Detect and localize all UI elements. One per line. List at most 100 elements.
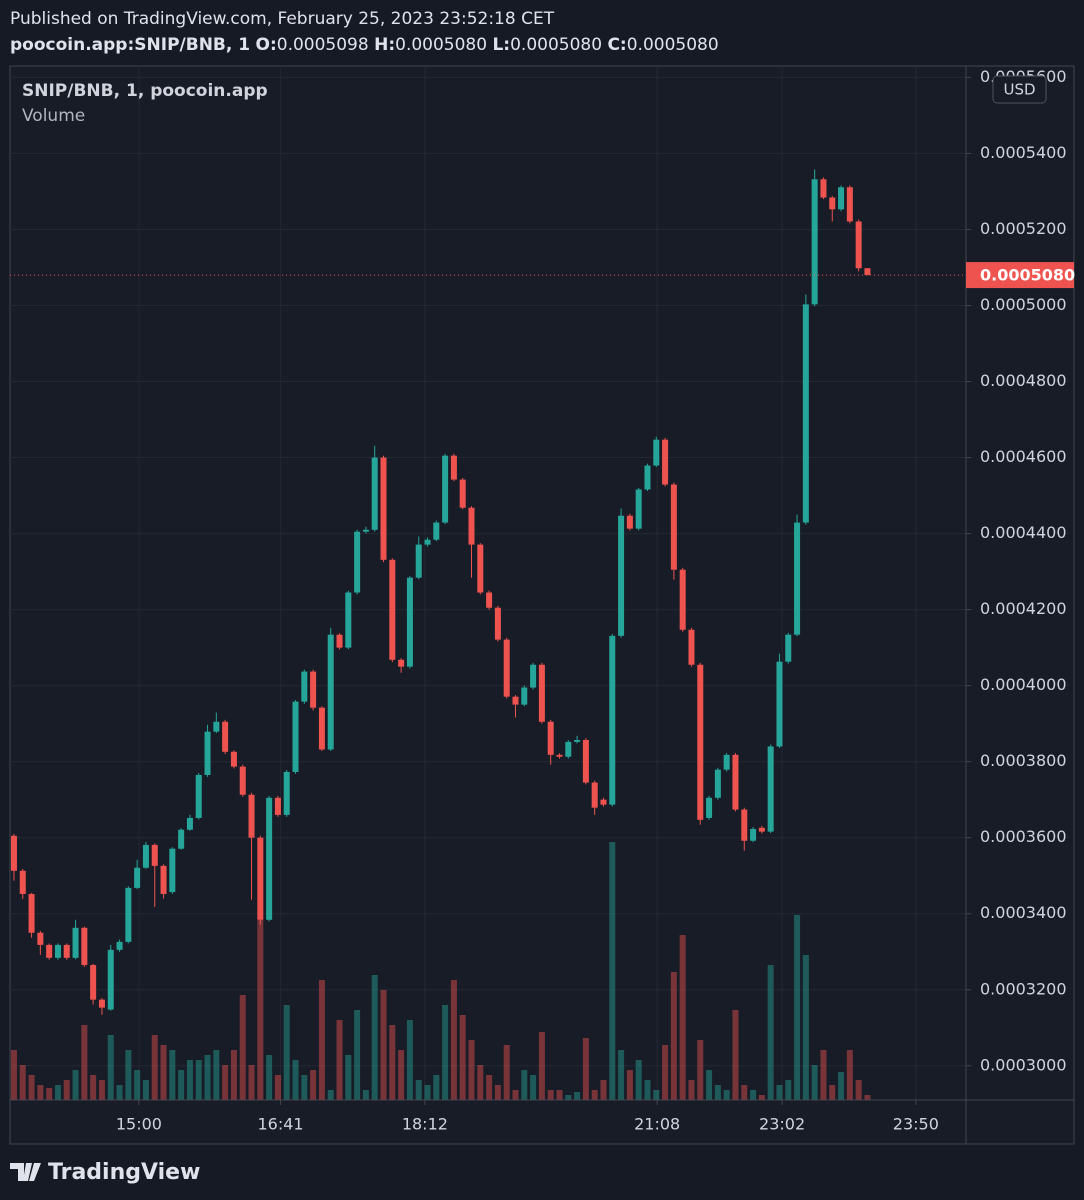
y-tick-label: 0.0003800 xyxy=(980,751,1067,770)
x-tick-label: 16:41 xyxy=(258,1115,304,1134)
candle-body xyxy=(741,809,748,841)
volume-bar xyxy=(116,1085,123,1100)
candle-body xyxy=(213,721,220,732)
volume-bar xyxy=(459,1015,466,1100)
volume-bar xyxy=(98,1080,105,1100)
volume-bar xyxy=(486,1075,493,1100)
candle-body xyxy=(450,455,457,480)
candle-body xyxy=(125,887,132,942)
candle-body xyxy=(767,746,774,832)
volume-bar xyxy=(521,1070,528,1100)
volume-bar xyxy=(591,1090,598,1100)
volume-bar xyxy=(398,1050,405,1100)
volume-bar xyxy=(714,1085,721,1100)
candle-body xyxy=(116,941,123,950)
volume-bar xyxy=(442,1005,449,1100)
candle-body xyxy=(556,754,563,757)
candle-body xyxy=(63,944,70,958)
volume-bar xyxy=(274,1075,281,1100)
candle-body xyxy=(424,539,431,545)
y-tick-label: 0.0004000 xyxy=(980,675,1067,694)
candle-body xyxy=(433,522,440,540)
candle-body xyxy=(19,870,26,894)
candle-body xyxy=(142,844,149,868)
volume-bar xyxy=(107,1035,114,1100)
volume-bar xyxy=(503,1045,510,1100)
candle-body xyxy=(864,268,871,276)
x-tick-label: 23:50 xyxy=(893,1115,939,1134)
volume-bar xyxy=(732,1010,739,1100)
volume-bar xyxy=(758,1095,765,1100)
candle-body xyxy=(811,179,818,305)
x-tick-label: 18:12 xyxy=(402,1115,448,1134)
volume-bar xyxy=(380,990,387,1100)
candle-body xyxy=(591,782,598,808)
chart-frame xyxy=(9,65,1075,1145)
candle-body xyxy=(626,515,633,529)
volume-bar xyxy=(679,935,686,1100)
candle-body xyxy=(644,465,651,490)
volume-bar xyxy=(582,1038,589,1100)
volume-bar xyxy=(362,1090,369,1100)
volume-bar xyxy=(371,975,378,1100)
y-tick-label: 0.0003000 xyxy=(980,1055,1067,1074)
y-tick-label: 0.0003600 xyxy=(980,827,1067,846)
volume-bar xyxy=(618,1050,625,1100)
y-tick-label: 0.0004600 xyxy=(980,447,1067,466)
candle-body xyxy=(723,754,730,770)
candle-body xyxy=(266,797,273,920)
volume-bar xyxy=(345,1055,352,1100)
volume-bar xyxy=(574,1092,581,1100)
candle-body xyxy=(442,455,449,523)
candle-body xyxy=(679,569,686,630)
candle-body xyxy=(538,664,545,722)
candle-body xyxy=(714,769,721,798)
candle-body xyxy=(354,531,361,593)
candle-body xyxy=(310,671,317,708)
candle-body xyxy=(670,484,677,570)
candle-body xyxy=(28,893,35,933)
ohlc-value: 0.0005080 xyxy=(510,35,603,55)
candle-body xyxy=(37,932,44,945)
ohlc-key: C: xyxy=(607,35,627,55)
candle-body xyxy=(706,797,713,818)
brand: TradingView xyxy=(48,1160,200,1185)
candle-body xyxy=(380,457,387,560)
logo-icon xyxy=(10,1163,41,1181)
currency-button[interactable] xyxy=(992,75,1047,104)
candle-body xyxy=(406,577,413,667)
volume-bar xyxy=(820,1050,827,1100)
volume-bar xyxy=(477,1065,484,1100)
volume-pane xyxy=(10,842,871,1100)
y-tick-label: 0.0005200 xyxy=(980,219,1067,238)
y-tick-label: 0.0005000 xyxy=(980,295,1067,314)
ohlc-value: 0.0005098 xyxy=(276,35,369,55)
volume-bar xyxy=(741,1085,748,1100)
candle-body xyxy=(820,179,827,198)
candle-body xyxy=(565,741,572,757)
volume-bar xyxy=(468,1040,475,1100)
volume-bar xyxy=(802,955,809,1100)
volume-bar xyxy=(19,1065,26,1100)
currency-label[interactable]: USD xyxy=(1003,81,1035,99)
volume-bar xyxy=(292,1060,299,1100)
volume-bar xyxy=(450,980,457,1100)
candle-body xyxy=(195,774,202,818)
candle-body xyxy=(389,559,396,660)
candle-body xyxy=(846,187,853,222)
volume-bar xyxy=(10,1050,17,1100)
volume-bar xyxy=(389,1025,396,1100)
volume-bar xyxy=(160,1045,167,1100)
volume-bar xyxy=(706,1070,713,1100)
volume-bar xyxy=(600,1080,607,1100)
candle-body xyxy=(72,927,79,958)
volume-bar xyxy=(670,972,677,1100)
candle-body xyxy=(758,827,765,832)
volume-bar xyxy=(28,1075,35,1100)
legend-volume: Volume xyxy=(22,106,85,126)
candle-body xyxy=(776,661,783,747)
ohlc-key: H: xyxy=(374,35,396,55)
candle-body xyxy=(600,799,607,805)
volume-bar xyxy=(846,1050,853,1100)
